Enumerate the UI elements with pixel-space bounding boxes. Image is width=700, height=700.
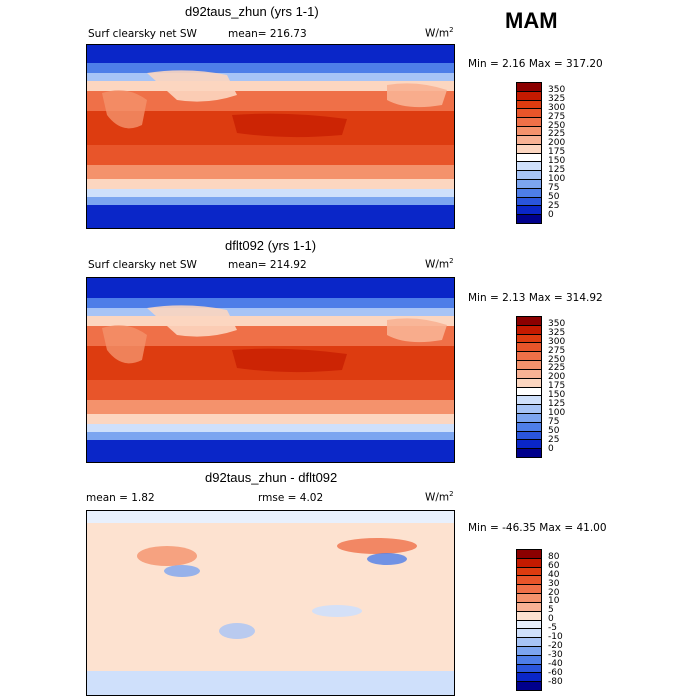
panel1-variable: Surf clearsky net SW xyxy=(88,28,197,40)
panel3-rmse: rmse = 4.02 xyxy=(258,492,324,504)
colorbar-tick: -80 xyxy=(548,677,563,687)
colorbar-tick: 0 xyxy=(548,614,554,624)
colorbar-tick: 0 xyxy=(548,210,554,220)
colorbar-tick: -30 xyxy=(548,650,563,660)
panel1-title: d92taus_zhun (yrs 1-1) xyxy=(185,4,319,19)
panel2-title: dflt092 (yrs 1-1) xyxy=(225,238,317,253)
colorbar-tick: 175 xyxy=(548,147,566,157)
colorbar-tick: 25 xyxy=(548,435,560,445)
season-label: MAM xyxy=(505,8,558,33)
colorbar-tick: 50 xyxy=(548,426,560,436)
colorbar-tick: 100 xyxy=(548,174,566,184)
panel3-map xyxy=(86,510,455,696)
colorbar-tick: 125 xyxy=(548,165,566,175)
colorbar-tick: -20 xyxy=(548,641,563,651)
colorbar-tick: 275 xyxy=(548,112,566,122)
colorbar-tick: 0 xyxy=(548,444,554,454)
colorbar-tick: 150 xyxy=(548,156,566,166)
colorbar-tick: 150 xyxy=(548,390,566,400)
colorbar-tick: 40 xyxy=(548,570,560,580)
colorbar-tick: 200 xyxy=(548,138,566,148)
colorbar-tick: 75 xyxy=(548,183,560,193)
colorbar-tick: -5 xyxy=(548,623,557,633)
colorbar-tick: 350 xyxy=(548,319,566,329)
panel2-colorbar xyxy=(516,316,542,458)
colorbar-tick: -40 xyxy=(548,659,563,669)
panel1-map xyxy=(86,44,455,229)
colorbar-tick: 275 xyxy=(548,346,566,356)
panel3-mean: mean = 1.82 xyxy=(86,492,155,504)
panel2-units: W/m2 xyxy=(425,257,454,271)
colorbar-tick: 325 xyxy=(548,94,566,104)
colorbar-tick: -60 xyxy=(548,668,563,678)
colorbar-tick: 250 xyxy=(548,355,566,365)
colorbar-tick: 325 xyxy=(548,328,566,338)
panel1-minmax: Min = 2.16 Max = 317.20 xyxy=(468,58,603,70)
colorbar-tick: 300 xyxy=(548,103,566,113)
colorbar-tick: 80 xyxy=(548,552,560,562)
colorbar-tick: 125 xyxy=(548,399,566,409)
colorbar-tick: -10 xyxy=(548,632,563,642)
panel1-mean: mean= 216.73 xyxy=(228,28,307,40)
panel3-colorbar xyxy=(516,549,542,691)
colorbar-tick: 50 xyxy=(548,192,560,202)
colorbar-tick: 250 xyxy=(548,121,566,131)
colorbar-tick: 100 xyxy=(548,408,566,418)
colorbar-tick: 200 xyxy=(548,372,566,382)
panel2-map xyxy=(86,277,455,463)
colorbar-tick: 5 xyxy=(548,605,554,615)
colorbar-tick: 225 xyxy=(548,129,566,139)
colorbar-tick: 75 xyxy=(548,417,560,427)
panel3-units: W/m2 xyxy=(425,490,454,504)
panel1-colorbar xyxy=(516,82,542,224)
colorbar-tick: 10 xyxy=(548,596,560,606)
colorbar-tick: 175 xyxy=(548,381,566,391)
colorbar-tick: 300 xyxy=(548,337,566,347)
colorbar-tick: 225 xyxy=(548,363,566,373)
colorbar-tick: 60 xyxy=(548,561,560,571)
colorbar-tick: 30 xyxy=(548,579,560,589)
panel2-mean: mean= 214.92 xyxy=(228,259,307,271)
panel3-minmax: Min = -46.35 Max = 41.00 xyxy=(468,522,607,534)
colorbar-tick: 25 xyxy=(548,201,560,211)
colorbar-tick: 350 xyxy=(548,85,566,95)
panel2-minmax: Min = 2.13 Max = 314.92 xyxy=(468,292,603,304)
panel3-title: d92taus_zhun - dflt092 xyxy=(205,470,338,485)
colorbar-tick: 20 xyxy=(548,588,560,598)
panel1-units: W/m2 xyxy=(425,26,454,40)
panel2-variable: Surf clearsky net SW xyxy=(88,259,197,271)
